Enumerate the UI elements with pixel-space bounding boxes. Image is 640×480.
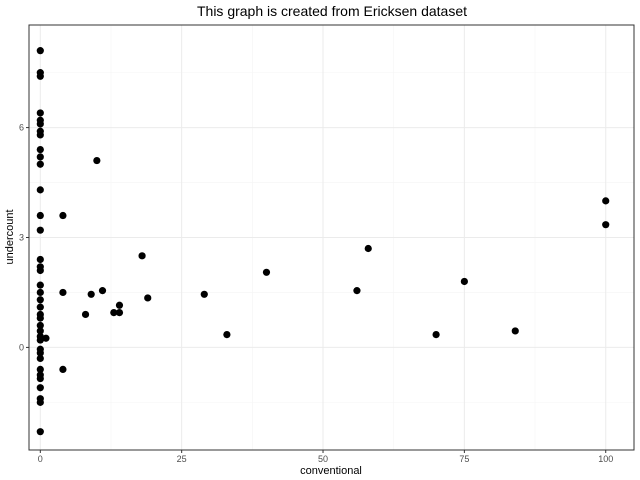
data-point xyxy=(36,226,44,234)
data-point xyxy=(110,309,118,317)
data-point xyxy=(36,145,44,154)
data-point xyxy=(36,72,44,80)
data-point xyxy=(36,303,44,311)
data-point xyxy=(36,296,44,304)
data-point xyxy=(36,266,44,275)
x-tick-label: 25 xyxy=(177,454,187,464)
x-tick-label: 75 xyxy=(459,454,469,464)
x-tick-label: 50 xyxy=(318,454,328,464)
data-point xyxy=(36,109,44,117)
data-point xyxy=(36,428,44,436)
data-point xyxy=(36,365,44,373)
data-point xyxy=(138,252,146,260)
data-points xyxy=(36,47,610,436)
data-point xyxy=(36,336,44,344)
data-point xyxy=(36,354,44,363)
data-point xyxy=(59,211,67,220)
data-point xyxy=(36,211,44,220)
data-point xyxy=(36,255,44,264)
data-point xyxy=(81,310,90,319)
data-point xyxy=(59,365,67,373)
data-point xyxy=(36,314,44,322)
data-point xyxy=(36,120,44,128)
data-point xyxy=(602,197,610,205)
data-point xyxy=(98,287,107,295)
grid-lines xyxy=(29,25,634,450)
data-point xyxy=(36,349,44,357)
data-point xyxy=(36,321,44,330)
data-point xyxy=(144,294,152,302)
data-point xyxy=(353,287,361,295)
data-point xyxy=(36,160,44,168)
data-point xyxy=(200,290,208,298)
data-point xyxy=(59,288,67,297)
data-point xyxy=(87,290,95,298)
data-point xyxy=(36,153,44,161)
y-axis-title: undercount xyxy=(4,209,16,264)
x-tick-label: 100 xyxy=(598,454,613,464)
data-point xyxy=(432,330,440,339)
y-tick-label: 6 xyxy=(19,123,24,133)
data-point xyxy=(93,156,101,165)
data-point xyxy=(511,327,519,335)
data-point xyxy=(36,384,44,392)
data-point xyxy=(115,309,124,317)
data-point xyxy=(262,268,271,276)
data-point xyxy=(36,281,44,289)
x-axis-title: conventional xyxy=(300,465,362,477)
data-point xyxy=(36,288,44,297)
data-point xyxy=(36,398,44,406)
data-point xyxy=(364,244,372,253)
data-point xyxy=(36,131,44,139)
data-point xyxy=(602,221,610,229)
data-point xyxy=(115,301,124,309)
data-point xyxy=(36,327,44,335)
chart-title: This graph is created from Ericksen data… xyxy=(197,3,467,19)
data-point xyxy=(460,277,468,286)
data-point xyxy=(36,374,44,383)
data-point xyxy=(42,334,50,342)
data-point xyxy=(36,47,44,55)
x-tick-label: 0 xyxy=(38,454,43,464)
data-point xyxy=(36,186,44,194)
y-axis: 0 3 6 xyxy=(19,123,29,352)
y-tick-label: 0 xyxy=(19,342,24,352)
plot-panel xyxy=(29,25,634,450)
y-tick-label: 3 xyxy=(19,233,24,243)
x-axis: 0 25 50 75 100 xyxy=(38,450,613,464)
data-point xyxy=(223,330,231,339)
